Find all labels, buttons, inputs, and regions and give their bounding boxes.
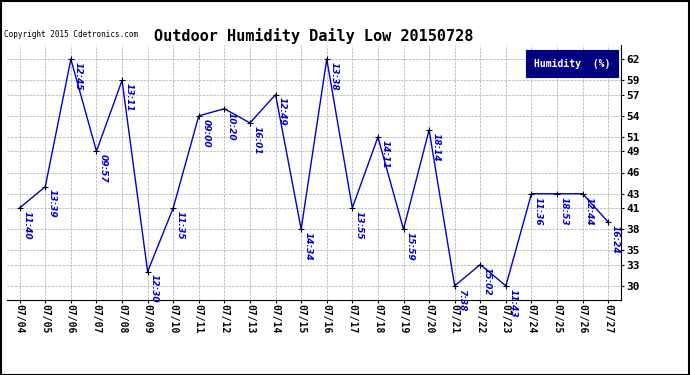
Text: 16:24: 16:24 — [611, 225, 620, 254]
Text: 13:39: 13:39 — [48, 189, 57, 218]
Title: Outdoor Humidity Daily Low 20150728: Outdoor Humidity Daily Low 20150728 — [155, 28, 473, 44]
Text: 12:44: 12:44 — [585, 196, 594, 225]
Text: 10:20: 10:20 — [227, 111, 236, 140]
Text: 18:53: 18:53 — [560, 196, 569, 225]
Text: 09:00: 09:00 — [201, 118, 210, 147]
Text: 09:57: 09:57 — [99, 154, 108, 183]
Text: 7:38: 7:38 — [457, 289, 466, 311]
Text: 11:43: 11:43 — [509, 289, 518, 317]
Text: 15:59: 15:59 — [406, 232, 415, 261]
Text: 15:02: 15:02 — [483, 267, 492, 296]
Text: 12:30: 12:30 — [150, 274, 159, 303]
Text: 18:14: 18:14 — [431, 133, 440, 161]
Text: 16:01: 16:01 — [253, 126, 262, 154]
Text: 13:38: 13:38 — [329, 62, 338, 91]
Text: 12:49: 12:49 — [278, 98, 287, 126]
Text: 11:35: 11:35 — [176, 211, 185, 239]
Text: 14:34: 14:34 — [304, 232, 313, 261]
Text: 12:45: 12:45 — [73, 62, 82, 91]
Text: 11:36: 11:36 — [534, 196, 543, 225]
Text: Copyright 2015 Cdetronics.com: Copyright 2015 Cdetronics.com — [4, 30, 138, 39]
Text: 13:11: 13:11 — [124, 83, 133, 112]
Text: 13:55: 13:55 — [355, 211, 364, 239]
Text: 14:11: 14:11 — [380, 140, 389, 168]
Text: 11:40: 11:40 — [22, 211, 31, 239]
